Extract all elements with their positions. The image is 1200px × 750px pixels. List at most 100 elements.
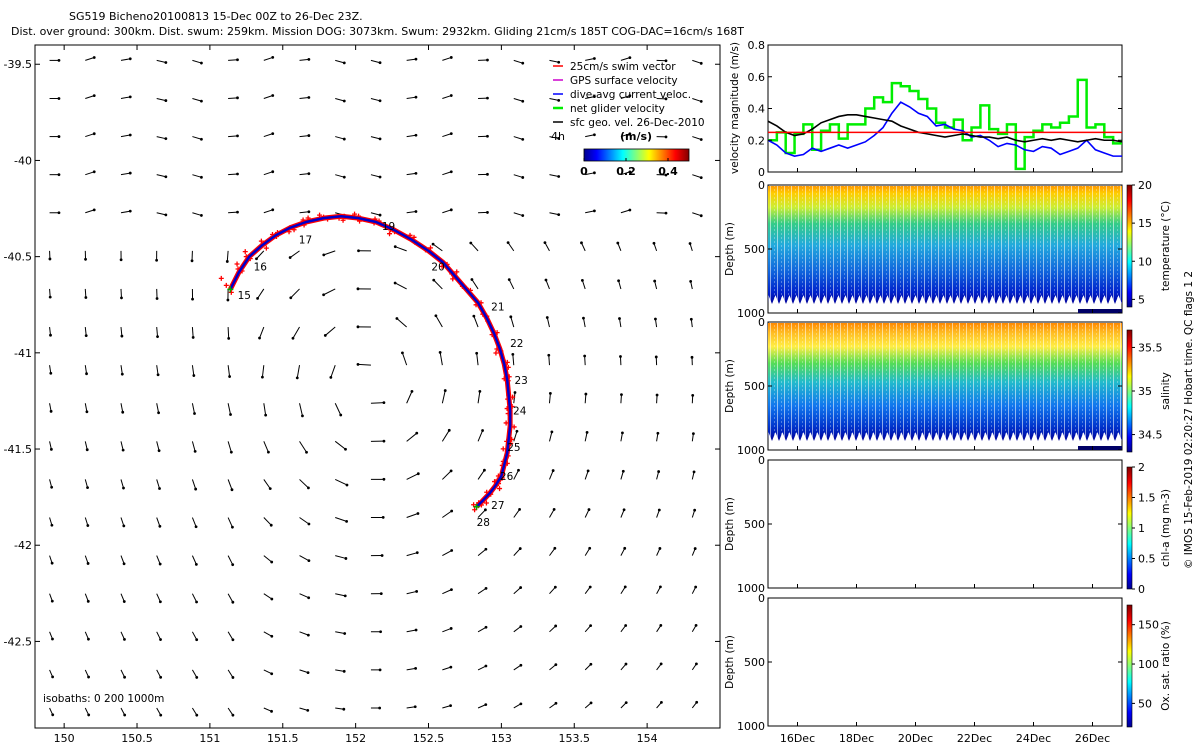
geo-arrow-head — [92, 208, 96, 212]
map-xtick-label: 150 — [54, 732, 75, 745]
geo-arrow — [406, 629, 417, 633]
geo-arrow — [120, 327, 123, 337]
day-label: 21 — [491, 302, 504, 314]
geo-arrow-head — [543, 241, 547, 245]
geo-arrow-head — [654, 317, 657, 321]
geo-arrow — [120, 210, 131, 214]
geo-arrow — [477, 391, 481, 404]
geo-arrow-head — [592, 57, 596, 60]
geo-arrow — [513, 509, 520, 518]
depth-ytick-label: 500 — [744, 243, 765, 256]
geo-arrow — [441, 430, 450, 442]
geo-arrow — [471, 279, 479, 290]
geo-arrow — [227, 327, 230, 339]
geo-arrow-head — [689, 279, 693, 283]
geo-arrow-head — [357, 249, 360, 253]
geo-arrow-head — [699, 214, 703, 218]
track-marker — [234, 261, 240, 267]
geo-arrow-head — [120, 372, 124, 376]
geo-arrow-head — [84, 334, 88, 338]
depth-ylabel: Depth (m) — [724, 359, 736, 413]
geo-arrow-head — [486, 96, 489, 100]
geo-arrow-head — [291, 336, 295, 340]
geo-arrow — [406, 513, 419, 518]
geo-arrow-head — [449, 469, 453, 473]
geo-arrow — [692, 174, 702, 179]
geo-arrow-head — [158, 487, 161, 490]
geo-arrow-head — [307, 596, 311, 600]
geo-arrow — [263, 95, 273, 99]
geo-arrow-head — [472, 314, 476, 318]
geo-arrow-head — [85, 448, 89, 452]
map-xtick-label: 151 — [199, 732, 220, 745]
geo-arrow-head — [123, 675, 126, 679]
geo-arrow — [263, 555, 273, 563]
day-label: 16 — [254, 261, 268, 273]
geo-arrow-head — [624, 662, 628, 666]
geo-arrow-head — [694, 624, 698, 627]
depth-ytick-label: 500 — [744, 380, 765, 393]
geo-arrow-head — [231, 525, 234, 529]
geo-arrow — [228, 173, 238, 176]
geo-arrow — [191, 593, 198, 603]
footer-credit: © IMOS 15-Feb-2019 02:20:27 Hobart time.… — [1183, 271, 1195, 569]
geo-arrow — [477, 430, 484, 442]
geo-arrow-head — [271, 94, 275, 97]
colorbar-tick-label: 35.5 — [1138, 341, 1163, 354]
geo-arrow-head — [92, 170, 96, 174]
geo-arrow-head — [122, 486, 125, 490]
geo-arrow — [582, 317, 586, 328]
geo-arrow-head — [395, 317, 399, 320]
geo-arrow-head — [379, 592, 383, 596]
geo-arrow-head — [156, 373, 160, 377]
geo-arrow-head — [122, 600, 126, 603]
geo-arrow-head — [50, 523, 54, 527]
geo-arrow-head — [557, 98, 561, 102]
geo-arrow-head — [659, 585, 662, 589]
geo-arrow-head — [664, 135, 668, 139]
depth-axes-box — [767, 597, 1123, 727]
geo-arrow-head — [449, 56, 453, 59]
geo-arrow-head — [628, 56, 632, 60]
geo-arrow — [513, 59, 523, 64]
track-marker — [387, 231, 393, 237]
geo-arrow-head — [415, 431, 419, 435]
geo-arrow — [335, 98, 345, 102]
geo-arrow — [191, 441, 196, 452]
geo-arrow — [395, 246, 407, 252]
geo-arrow — [299, 479, 309, 489]
geo-arrow — [191, 479, 197, 490]
geo-arrow — [549, 174, 559, 178]
geo-arrow-head — [158, 524, 162, 528]
geo-arrow-head — [200, 214, 203, 217]
map-xtick-label: 152 — [345, 732, 366, 745]
geo-arrow — [441, 390, 446, 404]
geo-arrow-head — [486, 211, 489, 214]
geo-arrow-head — [544, 278, 548, 282]
velocity-ytick-label: 0 — [758, 166, 765, 179]
geo-arrow-head — [381, 516, 385, 519]
map-ytick-label: -42 — [14, 539, 32, 552]
geo-arrow-head — [449, 170, 453, 174]
geo-arrow — [299, 517, 310, 525]
geo-arrow-head — [256, 296, 259, 300]
geo-arrow — [227, 517, 233, 528]
geo-arrow — [401, 352, 408, 366]
geo-arrow-head — [122, 562, 126, 566]
colorbar-tick-label: 34.5 — [1138, 429, 1163, 442]
geo-arrow-head — [628, 170, 632, 174]
geo-arrow-head — [521, 99, 525, 103]
geo-arrow — [513, 470, 519, 480]
geo-arrow — [513, 212, 523, 217]
geo-arrow — [228, 97, 238, 99]
geo-arrow-head — [653, 279, 657, 283]
geo-arrow — [263, 669, 272, 675]
depth-ytick-label: 1000 — [737, 720, 765, 733]
geo-arrow-head — [288, 256, 292, 259]
dive-profile-lines — [768, 323, 1122, 442]
geo-arrow — [585, 96, 595, 99]
geo-arrow-head — [51, 675, 55, 679]
geo-arrow — [370, 402, 384, 404]
geo-arrow-head — [414, 628, 418, 632]
